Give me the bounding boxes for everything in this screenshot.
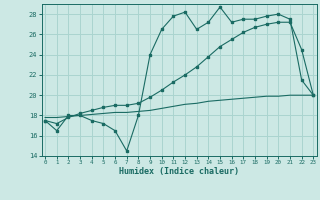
X-axis label: Humidex (Indice chaleur): Humidex (Indice chaleur): [119, 167, 239, 176]
